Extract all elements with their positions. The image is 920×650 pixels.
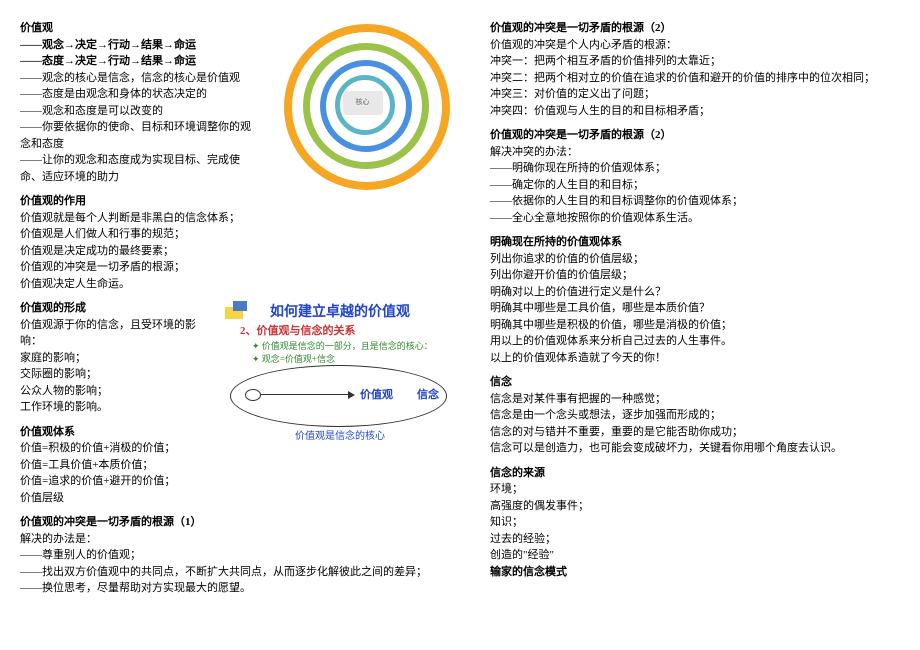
solve-line: ——明确你现在所持的价值观体系； bbox=[490, 160, 900, 177]
two-column-layout: 核心 价值观 ——观念→决定→行动→结果→命运 ——态度→决定→行动→结果→命运… bbox=[20, 20, 900, 597]
role-line: 价值观是决定成功的最终要素； bbox=[20, 243, 460, 260]
c2-line: 价值观的冲突是个人内心矛盾的根源： bbox=[490, 37, 900, 54]
heading-role: 价值观的作用 bbox=[20, 193, 460, 210]
diagram2-label-belief: 信念 bbox=[417, 387, 439, 404]
solve-line: ——确定你的人生目的和目标； bbox=[490, 177, 900, 194]
left-column: 核心 价值观 ——观念→决定→行动→结果→命运 ——态度→决定→行动→结果→命运… bbox=[20, 20, 460, 597]
role-line: 价值观是人们做人和行事的规范； bbox=[20, 226, 460, 243]
diagram2-title: 如何建立卓越的价值观 bbox=[220, 297, 460, 323]
belief-line: 信念的对与错并不重要，重要的是它能否助你成功； bbox=[490, 424, 900, 441]
diagram2-footer: 价值观是信念的核心 bbox=[220, 429, 460, 444]
source-line: 过去的经验； bbox=[490, 531, 900, 548]
diagram2-arrow-head bbox=[348, 391, 355, 399]
system-line: 价值=工具价值+本质价值； bbox=[20, 457, 460, 474]
diagram2-inner-oval bbox=[245, 389, 261, 401]
heading-loser-model: 输家的信念模式 bbox=[490, 564, 900, 581]
heading-belief: 信念 bbox=[490, 374, 900, 391]
heading-conflict2b: 价值观的冲突是一切矛盾的根源（2） bbox=[490, 127, 900, 144]
solve-line: ——依据你的人生目的和目标调整你的价值观体系； bbox=[490, 193, 900, 210]
heading-conflict2: 价值观的冲突是一切矛盾的根源（2） bbox=[490, 20, 900, 37]
circles-diagram: 核心 bbox=[265, 20, 460, 185]
role-line: 价值观的冲突是一切矛盾的根源； bbox=[20, 259, 460, 276]
right-column: 价值观的冲突是一切矛盾的根源（2） 价值观的冲突是个人内心矛盾的根源： 冲突一：… bbox=[490, 20, 900, 597]
system-line: 价值=追求的价值+避开的价值； bbox=[20, 473, 460, 490]
clarify-line: 以上的价值观体系造就了今天的你！ bbox=[490, 350, 900, 367]
conflict1-line: ——找出双方价值观中的共同点，不断扩大共同点，从而逐步化解彼此之间的差异； bbox=[20, 564, 460, 581]
solve-line: 解决冲突的办法： bbox=[490, 144, 900, 161]
source-line: 创造的"经验" bbox=[490, 547, 900, 564]
conflict1-line: ——尊重别人的价值观； bbox=[20, 547, 460, 564]
decor-square-blue bbox=[233, 301, 247, 311]
diagram-center-label: 核心 bbox=[343, 91, 383, 115]
source-line: 环境； bbox=[490, 481, 900, 498]
heading-conflict1: 价值观的冲突是一切矛盾的根源（1） bbox=[20, 514, 460, 531]
source-line: 高强度的偶发事件； bbox=[490, 498, 900, 515]
c2-line: 冲突三：对价值的定义出了问题； bbox=[490, 86, 900, 103]
belief-line: 信念是对某件事有把握的一种感觉； bbox=[490, 391, 900, 408]
diagram2-subtitle: 2、价值观与信念的关系 bbox=[220, 323, 460, 340]
role-line: 价值观决定人生命运。 bbox=[20, 276, 460, 293]
diagram2-outer-oval bbox=[230, 365, 447, 427]
diagram2-bullet: ✦ 价值观是信念的一部分，且是信念的核心： bbox=[220, 340, 460, 354]
c2-line: 冲突四：价值观与人生的目的和目标相矛盾； bbox=[490, 103, 900, 120]
c2-line: 冲突一：把两个相互矛盾的价值排列的太靠近； bbox=[490, 53, 900, 70]
clarify-line: 列出你避开价值的价值层级； bbox=[490, 267, 900, 284]
system-line: 价值层级 bbox=[20, 490, 460, 507]
conflict1-line: ——换位思考，尽量帮助对方实现最大的愿望。 bbox=[20, 580, 460, 597]
clarify-line: 明确其中哪些是积极的价值，哪些是消极的价值； bbox=[490, 317, 900, 334]
clarify-line: 列出你追求的价值的价值层级； bbox=[490, 251, 900, 268]
clarify-line: 明确其中哪些是工具价值，哪些是本质价值？ bbox=[490, 300, 900, 317]
clarify-line: 明确对以上的价值进行定义是什么？ bbox=[490, 284, 900, 301]
role-line: 价值观就是每个人判断是非黑白的信念体系； bbox=[20, 210, 460, 227]
c2-line: 冲突二：把两个相对立的价值在追求的价值和避开的价值的排序中的位次相同； bbox=[490, 70, 900, 87]
diagram2-arrow-line bbox=[260, 394, 350, 395]
heading-source: 信念的来源 bbox=[490, 465, 900, 482]
source-line: 知识； bbox=[490, 514, 900, 531]
belief-line: 信念是由一个念头或想法，逐步加强而形成的； bbox=[490, 407, 900, 424]
belief-line: 信念可以是创造力，也可能会变成破坏力，关键看你用哪个角度去认识。 bbox=[490, 440, 900, 457]
solve-line: ——全心全意地按照你的价值观体系生活。 bbox=[490, 210, 900, 227]
diagram2-label-values: 价值观 bbox=[360, 387, 393, 404]
clarify-line: 用以上的价值观体系来分析自己过去的人生事件。 bbox=[490, 333, 900, 350]
relationship-diagram: 如何建立卓越的价值观 2、价值观与信念的关系 ✦ 价值观是信念的一部分，且是信念… bbox=[220, 297, 460, 447]
conflict1-line: 解决的办法是： bbox=[20, 531, 460, 548]
heading-clarify: 明确现在所持的价值观体系 bbox=[490, 234, 900, 251]
